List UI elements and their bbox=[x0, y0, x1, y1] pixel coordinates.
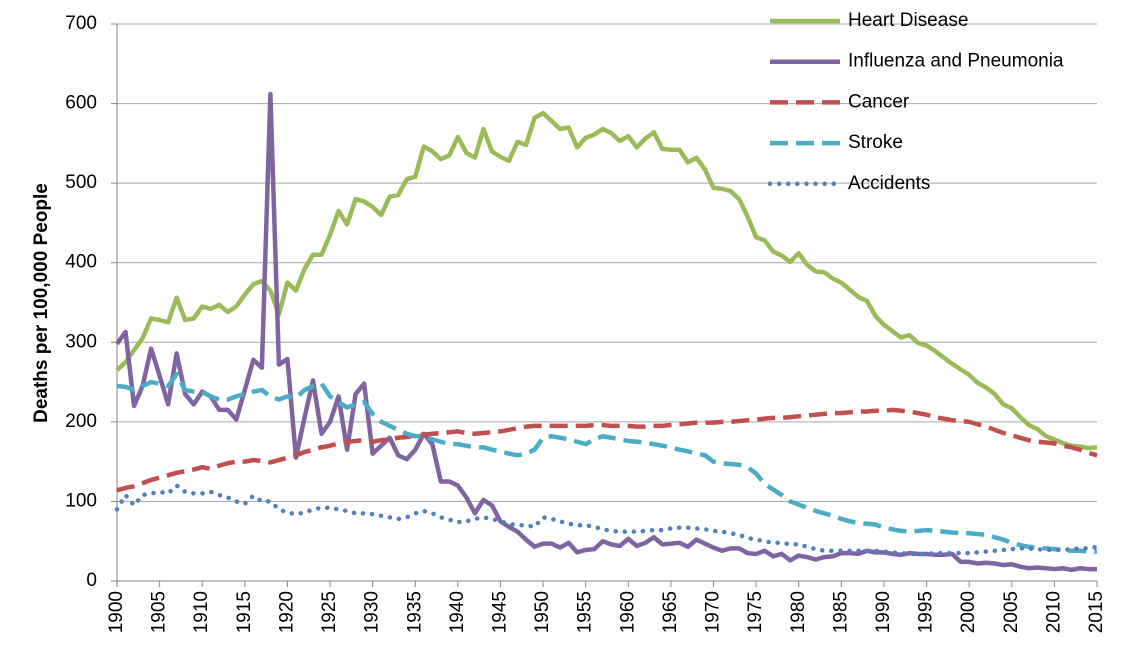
y-tick-label: 0 bbox=[86, 570, 97, 591]
x-tick-label: 1955 bbox=[575, 591, 596, 633]
x-tick-label: 1900 bbox=[106, 591, 127, 633]
series-line bbox=[114, 483, 1100, 557]
series-line bbox=[116, 371, 1097, 554]
x-tick-label: 1935 bbox=[404, 591, 425, 633]
x-tick-label: 1920 bbox=[276, 591, 297, 633]
y-tick-label: 700 bbox=[65, 13, 97, 34]
x-tick-label: 1945 bbox=[489, 591, 510, 633]
x-tick-label: 2005 bbox=[1001, 591, 1022, 633]
x-tick-label: 1985 bbox=[830, 591, 851, 633]
y-tick-label: 300 bbox=[65, 331, 97, 352]
x-tick-label: 1970 bbox=[703, 591, 724, 633]
legend-label: Influenza and Pneumonia bbox=[848, 51, 1064, 72]
x-tick-label: 1980 bbox=[788, 591, 809, 633]
legend-label: Accidents bbox=[848, 173, 930, 194]
x-tick-label: 1950 bbox=[532, 591, 553, 633]
x-tick-label: 1905 bbox=[149, 591, 170, 633]
y-tick-label: 600 bbox=[65, 93, 97, 114]
x-tick-label: 1960 bbox=[617, 591, 638, 633]
legend-label: Heart Disease bbox=[848, 10, 968, 31]
legend-label: Stroke bbox=[848, 132, 903, 153]
x-tick-label: 1995 bbox=[916, 591, 937, 633]
y-axis-label: Deaths per 100,000 People bbox=[31, 183, 52, 423]
x-tick-label: 1930 bbox=[362, 591, 383, 633]
x-tick-label: 1915 bbox=[234, 591, 255, 633]
y-tick-label: 400 bbox=[65, 252, 97, 273]
series-line bbox=[115, 91, 1097, 573]
x-tick-label: 1910 bbox=[191, 591, 212, 633]
x-tick-label: 1925 bbox=[319, 591, 340, 633]
x-tick-label: 2010 bbox=[1043, 591, 1064, 633]
y-tick-label: 200 bbox=[65, 411, 97, 432]
x-tick-label: 1975 bbox=[745, 591, 766, 633]
y-tick-label: 100 bbox=[65, 490, 97, 511]
series-line bbox=[116, 407, 1098, 493]
legend-label: Cancer bbox=[848, 91, 910, 112]
series-line bbox=[115, 110, 1098, 451]
x-tick-label: 1965 bbox=[660, 591, 681, 633]
y-tick-label: 500 bbox=[65, 172, 97, 193]
x-tick-label: 2015 bbox=[1086, 591, 1107, 633]
x-tick-label: 2000 bbox=[958, 591, 979, 633]
x-tick-label: 1990 bbox=[873, 591, 894, 633]
x-tick-label: 1940 bbox=[447, 591, 468, 633]
